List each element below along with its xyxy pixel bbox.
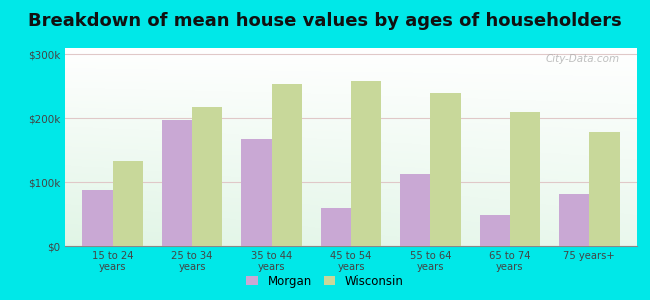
Bar xyxy=(83,190,112,246)
Bar xyxy=(162,119,192,246)
Bar xyxy=(510,112,540,246)
Bar xyxy=(112,161,143,246)
Bar xyxy=(590,132,619,246)
Bar xyxy=(351,81,381,246)
Text: City-Data.com: City-Data.com xyxy=(546,54,620,64)
Bar xyxy=(430,93,461,246)
Bar xyxy=(559,194,590,246)
Bar xyxy=(192,107,222,246)
Bar xyxy=(400,175,430,246)
Bar xyxy=(272,84,302,246)
Bar xyxy=(321,208,351,246)
Legend: Morgan, Wisconsin: Morgan, Wisconsin xyxy=(242,271,408,291)
Bar xyxy=(241,139,272,246)
Bar xyxy=(480,215,510,246)
Text: Breakdown of mean house values by ages of householders: Breakdown of mean house values by ages o… xyxy=(28,12,622,30)
